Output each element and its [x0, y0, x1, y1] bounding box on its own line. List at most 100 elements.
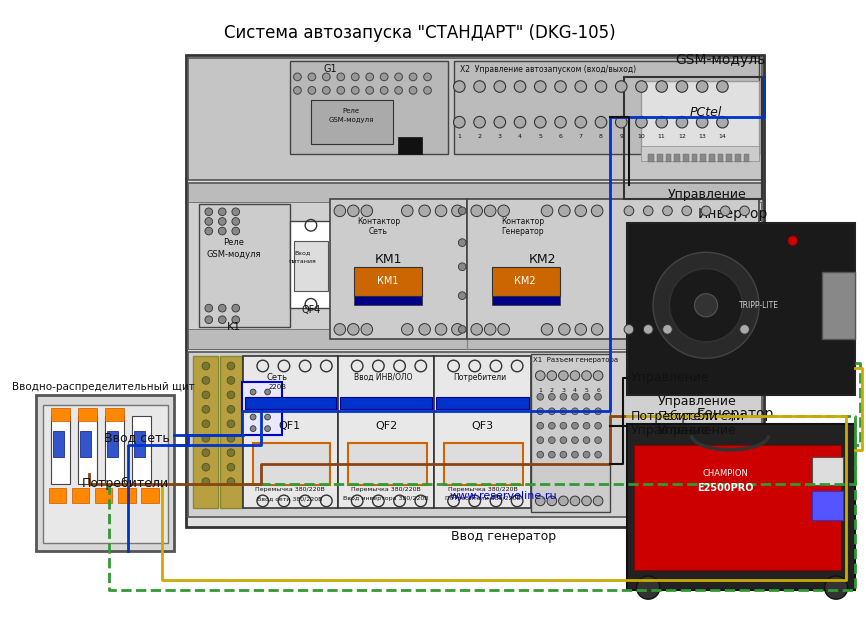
Text: КМ1: КМ1 — [374, 254, 402, 266]
Bar — [492, 267, 559, 296]
Bar — [311, 100, 393, 144]
Circle shape — [593, 496, 603, 506]
Circle shape — [227, 434, 235, 442]
Circle shape — [250, 402, 256, 408]
Circle shape — [227, 377, 235, 384]
Circle shape — [202, 434, 210, 442]
Circle shape — [572, 422, 578, 429]
Text: 2: 2 — [550, 388, 554, 392]
Circle shape — [402, 205, 413, 217]
Circle shape — [452, 205, 463, 217]
Circle shape — [265, 426, 270, 431]
Bar — [36, 395, 174, 551]
Circle shape — [593, 371, 603, 381]
Circle shape — [535, 496, 545, 506]
Circle shape — [717, 81, 728, 92]
Circle shape — [227, 478, 235, 486]
Circle shape — [337, 86, 345, 94]
Bar — [43, 404, 168, 543]
Text: Контактор: Контактор — [501, 217, 545, 226]
Text: 8: 8 — [599, 134, 603, 139]
Circle shape — [471, 324, 482, 335]
Text: 6: 6 — [596, 388, 600, 392]
Circle shape — [555, 116, 566, 128]
Circle shape — [548, 422, 555, 429]
Circle shape — [701, 206, 711, 216]
Circle shape — [361, 205, 372, 217]
Bar — [339, 397, 432, 409]
Text: Сеть: Сеть — [267, 373, 288, 382]
Text: 12: 12 — [678, 134, 686, 139]
Circle shape — [202, 478, 210, 486]
Text: GSM-модуля: GSM-модуля — [207, 250, 261, 259]
Circle shape — [537, 422, 544, 429]
Circle shape — [591, 205, 603, 217]
Circle shape — [322, 73, 330, 81]
Circle shape — [559, 205, 570, 217]
Circle shape — [205, 304, 213, 312]
Bar — [188, 183, 762, 202]
Bar — [48, 488, 66, 503]
Bar — [744, 154, 749, 162]
Circle shape — [695, 294, 718, 317]
Circle shape — [361, 324, 372, 335]
Bar — [242, 382, 282, 436]
Circle shape — [582, 371, 591, 381]
Text: K1: K1 — [227, 322, 241, 332]
Circle shape — [572, 451, 578, 458]
Circle shape — [583, 422, 590, 429]
Circle shape — [624, 324, 634, 334]
Text: Вводно-распределительный щит: Вводно-распределительный щит — [12, 382, 195, 392]
Text: 3: 3 — [561, 388, 565, 392]
Bar — [822, 271, 856, 339]
Circle shape — [535, 371, 545, 381]
Circle shape — [559, 371, 568, 381]
Text: X1  Разъем генератора: X1 Разъем генератора — [533, 357, 617, 363]
Circle shape — [205, 208, 213, 216]
Circle shape — [458, 263, 466, 271]
Text: КМ2: КМ2 — [528, 254, 556, 266]
Circle shape — [458, 292, 466, 299]
Circle shape — [265, 402, 270, 408]
Circle shape — [250, 389, 256, 395]
Text: Система автозапуска "СТАНДАРТ" (DKG-105): Система автозапуска "СТАНДАРТ" (DKG-105) — [224, 24, 616, 41]
Bar — [53, 431, 64, 457]
Bar — [72, 488, 89, 503]
Bar — [78, 416, 97, 484]
Circle shape — [265, 389, 270, 395]
Circle shape — [616, 81, 627, 92]
Circle shape — [494, 116, 506, 128]
Circle shape — [294, 73, 301, 81]
Bar — [188, 58, 762, 180]
Bar — [188, 351, 762, 518]
Text: QF2: QF2 — [375, 421, 397, 431]
Circle shape — [227, 449, 235, 457]
Bar — [641, 81, 759, 154]
Bar — [95, 488, 113, 503]
Circle shape — [202, 377, 210, 384]
Circle shape — [380, 73, 388, 81]
Circle shape — [337, 73, 345, 81]
Circle shape — [721, 206, 730, 216]
Bar — [78, 408, 97, 421]
Bar — [107, 431, 118, 457]
Text: питания: питания — [288, 259, 316, 264]
Bar — [185, 55, 764, 527]
Circle shape — [334, 205, 346, 217]
Bar — [220, 356, 242, 508]
Text: Перемычка 380/220В: Перемычка 380/220В — [255, 487, 325, 492]
Text: Реле: Реле — [343, 107, 360, 114]
Circle shape — [595, 437, 602, 444]
Circle shape — [541, 324, 553, 335]
Circle shape — [643, 206, 653, 216]
Text: E2500PRO: E2500PRO — [697, 483, 753, 493]
Bar — [627, 223, 856, 395]
Bar — [347, 443, 427, 486]
Text: 1: 1 — [539, 388, 542, 392]
Bar — [199, 204, 290, 328]
Circle shape — [227, 406, 235, 413]
Circle shape — [676, 116, 688, 128]
Circle shape — [548, 408, 555, 414]
Bar — [105, 416, 124, 484]
Bar — [467, 199, 759, 339]
